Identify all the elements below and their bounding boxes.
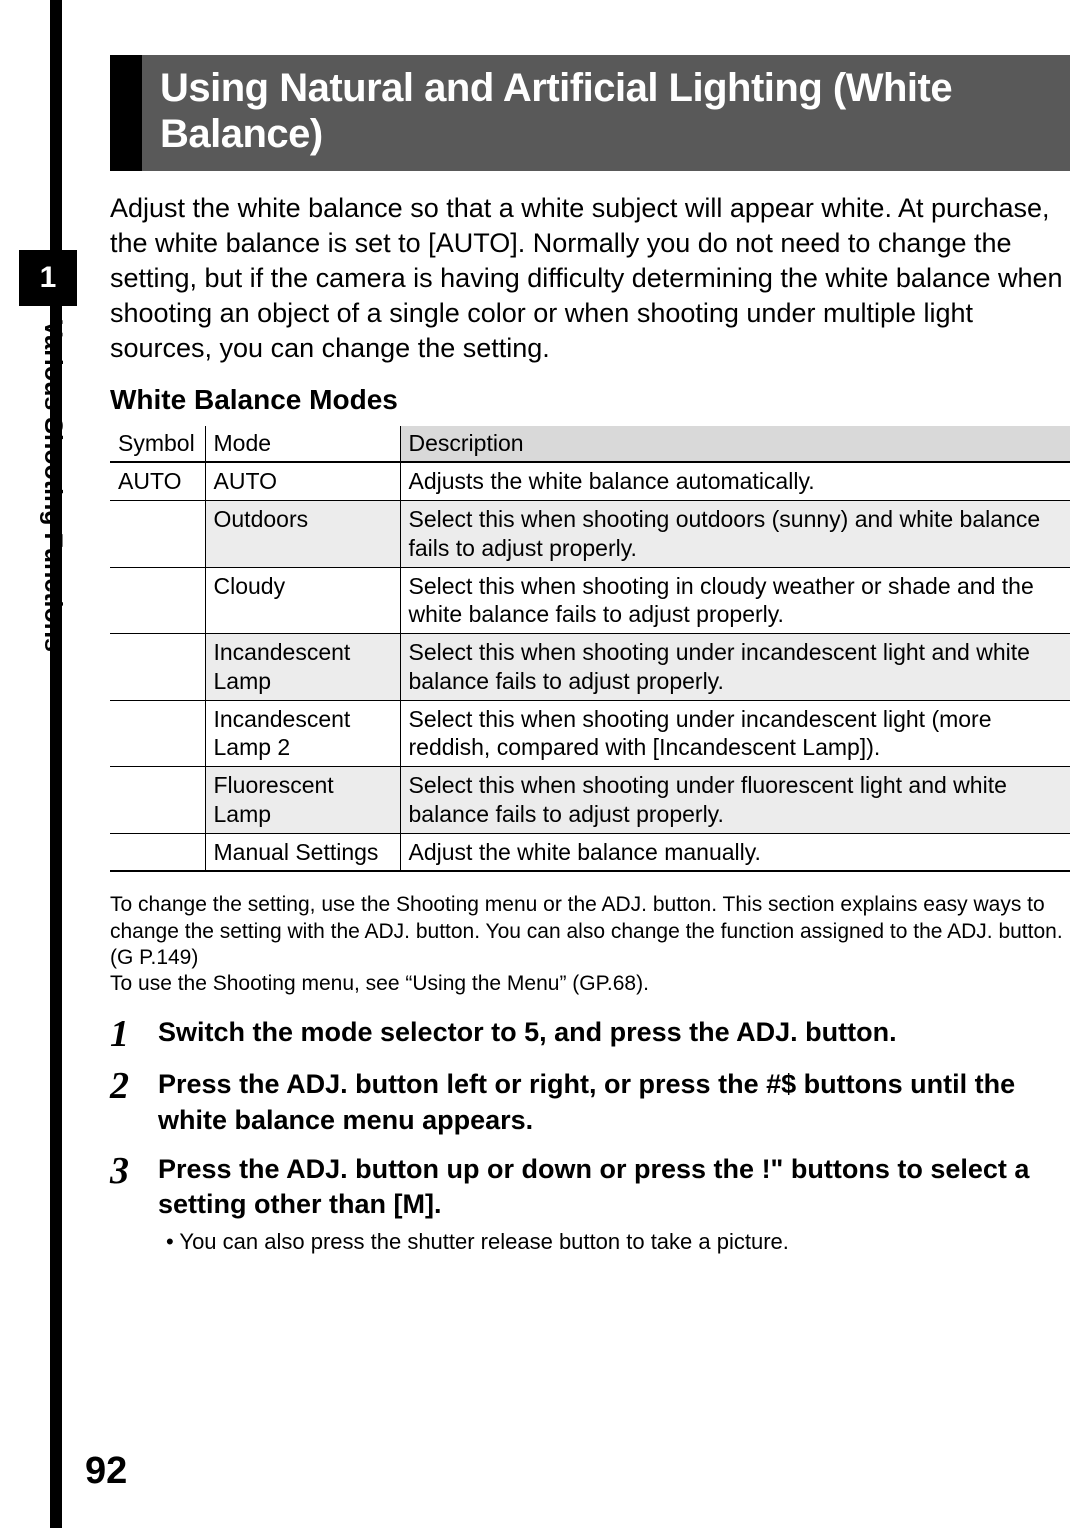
- modes-subheading: White Balance Modes: [110, 384, 1070, 416]
- table-row: Fluorescent LampSelect this when shootin…: [110, 767, 1070, 834]
- note-line1: To change the setting, use the Shooting …: [110, 893, 1063, 969]
- steps-container: 1Switch the mode selector to 5, and pres…: [110, 1015, 1070, 1256]
- page-edge-bar: [50, 0, 62, 1528]
- step: 1Switch the mode selector to 5, and pres…: [110, 1015, 1070, 1053]
- white-balance-modes-table: Symbol Mode Description AUTOAUTOAdjusts …: [110, 426, 1070, 872]
- note-ref2-icon: G: [579, 972, 595, 995]
- cell-description: Select this when shooting under incandes…: [400, 634, 1070, 701]
- step-text-a: Press the ADJ. button left or right, or …: [158, 1069, 766, 1099]
- step-body: Press the ADJ. button up or down or pres…: [158, 1152, 1070, 1257]
- cell-symbol: [110, 634, 205, 701]
- cell-mode: Outdoors: [205, 501, 400, 568]
- page-content: Using Natural and Artificial Lighting (W…: [110, 55, 1070, 1270]
- step-text-b: , and press the ADJ. button.: [539, 1017, 897, 1047]
- title-block: Using Natural and Artificial Lighting (W…: [110, 55, 1070, 171]
- cell-mode: Manual Settings: [205, 833, 400, 871]
- page-number: 92: [85, 1450, 127, 1493]
- cell-symbol: [110, 501, 205, 568]
- cell-mode: AUTO: [205, 462, 400, 500]
- step-number: 2: [110, 1067, 158, 1137]
- note-ref1-icon: G: [117, 946, 133, 969]
- step-symbol: 5: [524, 1017, 539, 1047]
- note-paragraph: To change the setting, use the Shooting …: [110, 892, 1070, 997]
- step-body: Switch the mode selector to 5, and press…: [158, 1015, 1070, 1053]
- step-text-a: Press the ADJ. button up or down or pres…: [158, 1154, 762, 1184]
- cell-mode: Cloudy: [205, 567, 400, 634]
- cell-symbol: [110, 833, 205, 871]
- chapter-tab: 1: [19, 250, 77, 306]
- table-row: Incandescent Lamp 2Select this when shoo…: [110, 700, 1070, 767]
- step-text-a: Switch the mode selector to: [158, 1017, 524, 1047]
- step-symbol: !": [762, 1154, 784, 1184]
- step-sub: • You can also press the shutter release…: [158, 1228, 1070, 1257]
- table-header-row: Symbol Mode Description: [110, 426, 1070, 462]
- col-description: Description: [400, 426, 1070, 462]
- step: 3Press the ADJ. button up or down or pre…: [110, 1152, 1070, 1257]
- cell-mode: Incandescent Lamp 2: [205, 700, 400, 767]
- table-row: CloudySelect this when shooting in cloud…: [110, 567, 1070, 634]
- col-symbol: Symbol: [110, 426, 205, 462]
- title-accent-bar: [110, 55, 142, 171]
- note-ref2: P.68).: [596, 972, 649, 995]
- cell-description: Select this when shooting in cloudy weat…: [400, 567, 1070, 634]
- cell-symbol: [110, 700, 205, 767]
- title-box: Using Natural and Artificial Lighting (W…: [142, 55, 1070, 171]
- step-number: 3: [110, 1152, 158, 1257]
- note-line2a: To use the Shooting menu, see “Using the…: [110, 972, 579, 995]
- step-symbol: #$: [766, 1069, 796, 1099]
- chapter-number: 1: [40, 261, 57, 295]
- step: 2Press the ADJ. button left or right, or…: [110, 1067, 1070, 1137]
- cell-symbol: [110, 567, 205, 634]
- step-body: Press the ADJ. button left or right, or …: [158, 1067, 1070, 1137]
- note-ref1: P.149): [133, 946, 198, 969]
- page-title: Using Natural and Artificial Lighting (W…: [160, 65, 1052, 157]
- cell-symbol: AUTO: [110, 462, 205, 500]
- cell-description: Select this when shooting under incandes…: [400, 700, 1070, 767]
- cell-description: Select this when shooting outdoors (sunn…: [400, 501, 1070, 568]
- cell-description: Select this when shooting under fluoresc…: [400, 767, 1070, 834]
- table-row: Manual SettingsAdjust the white balance …: [110, 833, 1070, 871]
- cell-mode: Fluorescent Lamp: [205, 767, 400, 834]
- cell-description: Adjust the white balance manually.: [400, 833, 1070, 871]
- col-mode: Mode: [205, 426, 400, 462]
- table-row: AUTOAUTOAdjusts the white balance automa…: [110, 462, 1070, 500]
- step-number: 1: [110, 1015, 158, 1053]
- cell-symbol: [110, 767, 205, 834]
- table-row: OutdoorsSelect this when shooting outdoo…: [110, 501, 1070, 568]
- table-row: Incandescent LampSelect this when shooti…: [110, 634, 1070, 701]
- cell-mode: Incandescent Lamp: [205, 634, 400, 701]
- intro-paragraph: Adjust the white balance so that a white…: [110, 191, 1070, 366]
- chapter-label: Various Shooting Functions: [38, 320, 67, 652]
- cell-description: Adjusts the white balance automatically.: [400, 462, 1070, 500]
